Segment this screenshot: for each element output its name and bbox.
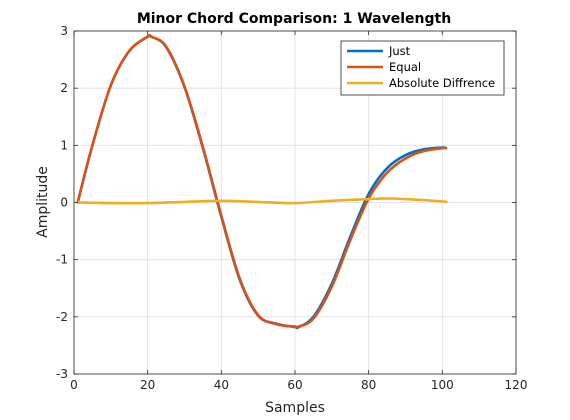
series-line-equal	[76, 33, 448, 329]
chart-title: Minor Chord Comparison: 1 Wavelength	[137, 11, 451, 27]
x-tick-label: 100	[431, 378, 454, 392]
x-tick-label: 60	[287, 378, 302, 392]
legend: Just Equal Absolute Diffrence	[340, 40, 505, 96]
data-series	[76, 33, 448, 330]
y-tick-label: -3	[56, 367, 68, 381]
axis-ticks: 0 20 40 60 80 100 120 -3 -2 -1 0 1 2 3	[56, 24, 527, 392]
y-axis-label: Amplitude	[35, 166, 51, 238]
y-tick-label: 0	[60, 196, 68, 210]
x-axis-label: Samples	[265, 400, 325, 416]
y-tick-label: -2	[56, 310, 68, 324]
series-line-absolute-diffrence	[76, 197, 448, 205]
x-tick-label: 120	[505, 378, 528, 392]
legend-label-just: Just	[388, 44, 411, 58]
y-tick-label: 2	[60, 81, 68, 95]
x-tick-label: 20	[140, 378, 155, 392]
legend-label-absolute-diffrence: Absolute Diffrence	[389, 76, 495, 90]
x-tick-label: 80	[361, 378, 376, 392]
y-tick-label: -1	[56, 253, 68, 267]
x-tick-label: 40	[214, 378, 229, 392]
x-tick-label: 0	[70, 378, 78, 392]
y-tick-label: 1	[60, 138, 68, 152]
legend-label-equal: Equal	[389, 60, 421, 74]
y-tick-label: 3	[60, 24, 68, 38]
